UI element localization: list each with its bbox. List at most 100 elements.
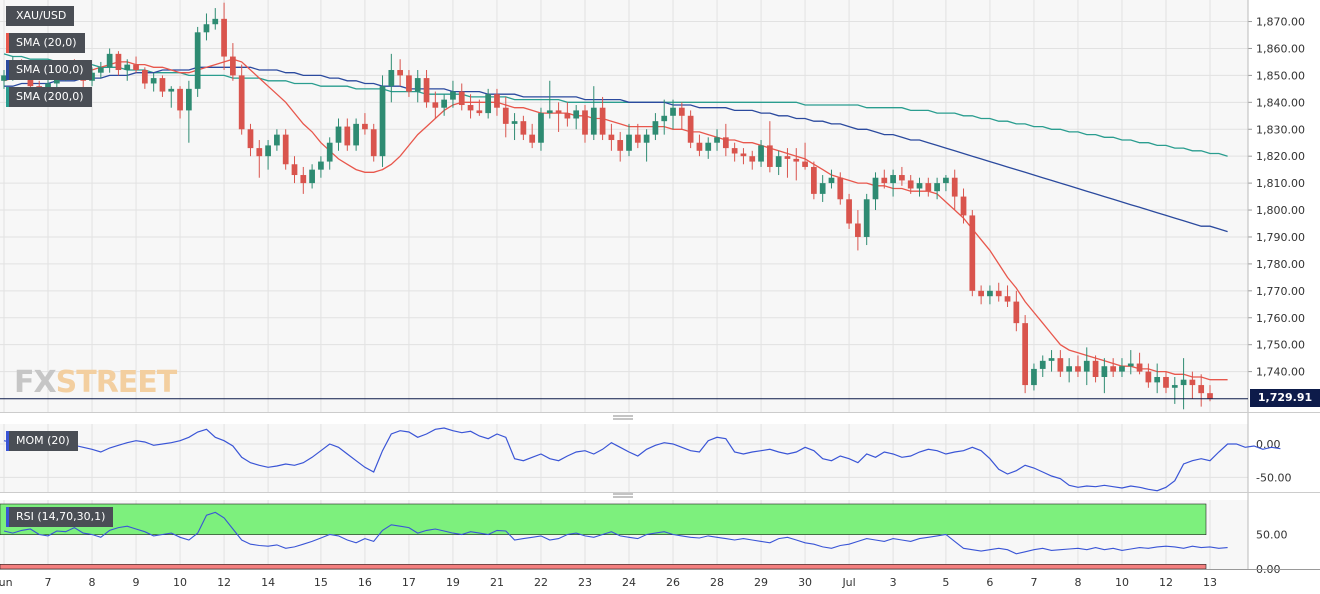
candle-body: [1022, 323, 1028, 386]
candle-body: [573, 110, 580, 119]
candle-body: [925, 183, 932, 192]
candle-body: [846, 199, 852, 224]
candle-body: [1145, 371, 1152, 383]
x-tick-label: Jun: [0, 576, 13, 589]
momentum-y-tick-label: 0.00: [1256, 438, 1281, 451]
x-tick-label: 7: [45, 576, 52, 589]
candle-body: [247, 129, 254, 149]
x-tick-label: 19: [446, 576, 460, 589]
sma200-legend-text: SMA (200,0): [16, 90, 84, 103]
candle-body: [899, 175, 905, 181]
candle-body: [89, 72, 95, 81]
candle-body: [1110, 366, 1117, 372]
candle-body: [485, 94, 492, 114]
x-tick-label: 28: [710, 576, 724, 589]
candle-body: [230, 56, 236, 76]
candle-body: [511, 121, 518, 124]
sma200-legend[interactable]: SMA (200,0): [6, 87, 92, 107]
candle-body: [414, 78, 421, 92]
candle-body: [458, 91, 465, 106]
candle-body: [353, 123, 359, 146]
candle-body: [1031, 368, 1037, 386]
candle-body: [1, 75, 7, 81]
candle-body: [1127, 363, 1134, 367]
y-tick-label: 1,850.00: [1256, 69, 1305, 82]
x-tick-label: 21: [490, 576, 504, 589]
current-price-badge: 1,729.91: [1250, 389, 1320, 407]
rsi-legend[interactable]: RSI (14,70,30,1): [6, 507, 114, 527]
candle-body: [344, 126, 351, 146]
candle-body: [1207, 393, 1213, 399]
candle-body: [758, 145, 764, 162]
candle-body: [546, 110, 553, 114]
candle-body: [969, 215, 976, 291]
candle-body: [881, 177, 888, 184]
sma100-legend[interactable]: SMA (100,0): [6, 60, 92, 80]
momentum-line: [3, 427, 1281, 492]
candle-body: [951, 177, 958, 197]
rsi-line: [3, 511, 1228, 555]
candle-body: [441, 99, 448, 108]
candle-body: [97, 67, 104, 73]
candle-body: [1180, 379, 1187, 386]
y-tick-label: 1,790.00: [1256, 231, 1305, 244]
candle-body: [890, 175, 896, 184]
candle-body: [194, 32, 201, 89]
candle-body: [1101, 366, 1108, 377]
candle-body: [529, 134, 536, 143]
candle-body: [819, 183, 826, 194]
y-tick-label: 1,760.00: [1256, 312, 1305, 325]
candle-body: [1189, 379, 1196, 386]
candle-body: [907, 180, 914, 189]
candle-body: [379, 86, 386, 157]
x-tick-label: 5: [942, 576, 949, 589]
rsi-y-tick-label: 50.00: [1256, 529, 1288, 542]
x-tick-label: 15: [314, 576, 328, 589]
candle-body: [582, 110, 588, 135]
candle-body: [1092, 360, 1099, 377]
candle-body: [802, 161, 808, 167]
watermark-part1: FX: [14, 365, 57, 400]
candle-body: [406, 75, 412, 92]
candle-body: [960, 196, 967, 216]
x-tick-label: 8: [89, 576, 96, 589]
fxstreet-watermark-logo: FXSTREET: [14, 365, 177, 400]
candle-body: [634, 134, 641, 143]
mom-legend-text: MOM (20): [16, 434, 70, 447]
candle-body: [318, 161, 324, 170]
candle-body: [1119, 366, 1125, 372]
candle-body: [221, 18, 227, 57]
candle-body: [678, 107, 685, 116]
candle-body: [309, 169, 315, 184]
candle-body: [265, 145, 271, 157]
candle-body: [467, 105, 474, 111]
candle-body: [150, 78, 157, 84]
candle-body: [696, 142, 703, 151]
candle-body: [115, 53, 122, 71]
candle-body: [837, 177, 844, 200]
sma20-line: [3, 58, 1228, 381]
symbol-label: XAU/USD: [6, 6, 75, 26]
sma20-legend[interactable]: SMA (20,0): [6, 33, 85, 53]
x-tick-label: 10: [1115, 576, 1129, 589]
x-tick-label: 7: [1030, 576, 1037, 589]
candle-body: [186, 88, 192, 111]
candle-body: [687, 115, 694, 143]
rsi-oversold-zone: [0, 563, 1207, 570]
candle-body: [397, 70, 403, 76]
candle-body: [168, 88, 175, 92]
y-tick-label: 1,810.00: [1256, 177, 1305, 190]
candle-body: [934, 183, 940, 192]
candle-body: [943, 177, 949, 184]
x-tick-label: 13: [1203, 576, 1217, 589]
candle-body: [1163, 376, 1169, 388]
candle-body: [1066, 366, 1073, 372]
mom-legend[interactable]: MOM (20): [6, 431, 78, 451]
candle-body: [775, 156, 782, 167]
momentum-y-tick-label: -50.00: [1256, 471, 1291, 484]
x-tick-label: 3: [890, 576, 897, 589]
y-tick-label: 1,740.00: [1256, 366, 1305, 379]
sma100-legend-text: SMA (100,0): [16, 63, 84, 76]
